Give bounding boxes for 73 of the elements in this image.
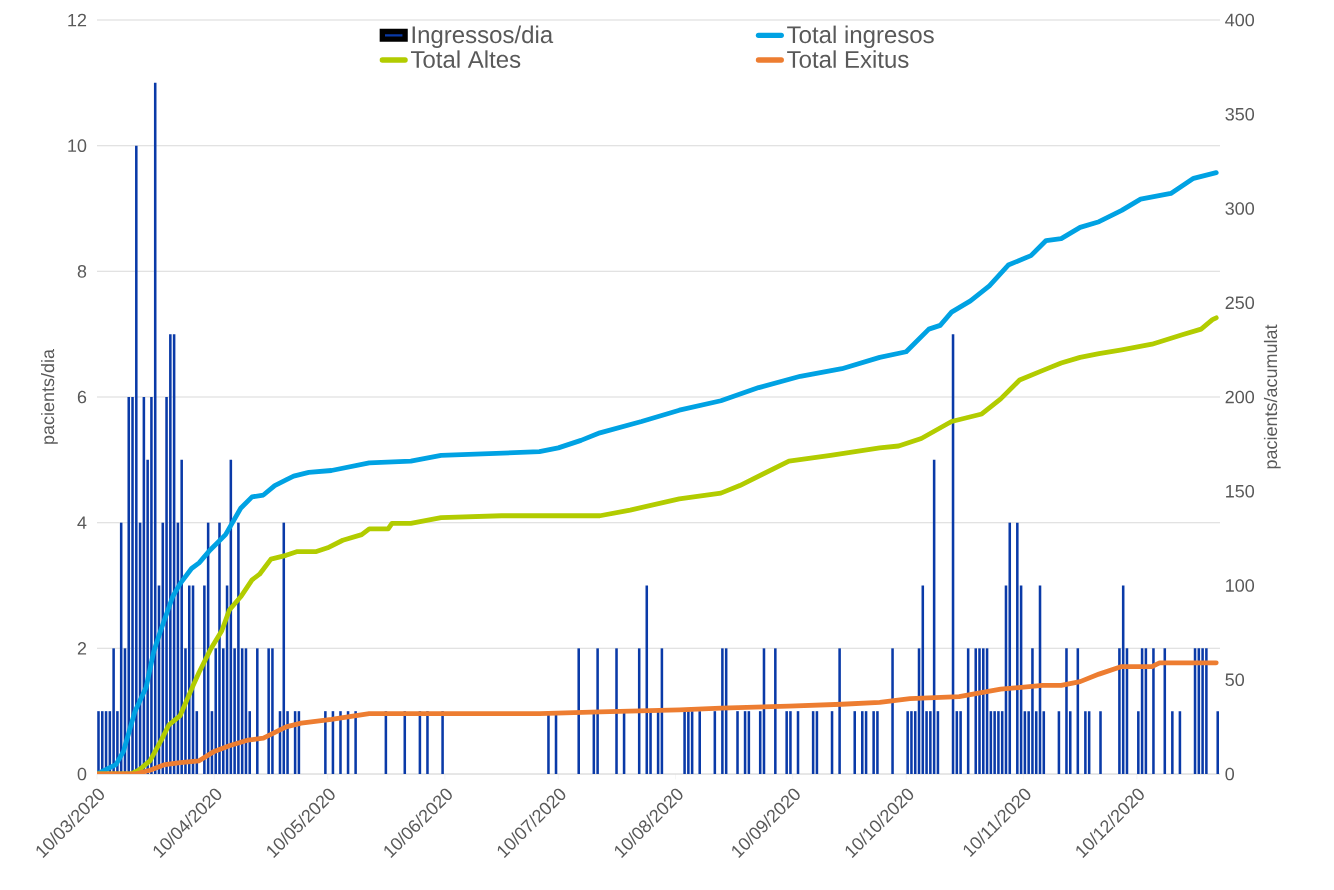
bar <box>237 522 240 774</box>
y-tick-label: 4 <box>77 516 87 529</box>
bar <box>97 711 100 774</box>
bar <box>354 711 357 774</box>
bar <box>169 334 172 774</box>
y2-tick-label: 150 <box>1226 484 1255 498</box>
y2-tick-label: 0 <box>1225 767 1235 781</box>
y-axis-title: pacients/dia <box>41 348 58 444</box>
bar <box>1008 522 1012 774</box>
bar <box>997 711 1000 774</box>
bar <box>789 711 792 774</box>
bar <box>872 711 875 774</box>
y-tick-label: 0 <box>77 767 87 781</box>
bar <box>838 648 841 774</box>
bar <box>615 648 618 774</box>
bar <box>267 648 270 774</box>
bar <box>324 711 327 774</box>
bar <box>187 585 191 774</box>
bar <box>271 648 274 774</box>
y2-tick-label: 200 <box>1225 390 1255 404</box>
bar <box>1099 711 1102 774</box>
bar <box>339 711 342 774</box>
y-tick-label: 8 <box>77 264 87 278</box>
bar <box>1216 711 1219 774</box>
bar <box>1201 648 1204 774</box>
bar <box>1084 711 1087 774</box>
y2-tick-label: 350 <box>1225 107 1255 121</box>
bar <box>891 648 894 774</box>
y2-axis-title: pacients/acumulat <box>1263 324 1281 469</box>
bar <box>577 648 580 774</box>
y2-tick-label: 250 <box>1225 296 1255 310</box>
y-tick-label: 6 <box>77 390 87 404</box>
bar <box>1152 648 1155 774</box>
bar <box>596 648 599 774</box>
y2-tick-label: 400 <box>1225 13 1255 27</box>
bar <box>687 711 690 774</box>
bar <box>853 711 857 774</box>
bar <box>218 522 221 774</box>
y-tick-label: 12 <box>68 13 87 27</box>
bar <box>978 648 981 774</box>
bar <box>721 648 724 774</box>
bar <box>993 711 996 774</box>
bar <box>910 711 913 774</box>
bar <box>861 711 864 774</box>
bar <box>645 585 649 774</box>
bar <box>698 711 701 774</box>
bar <box>256 648 259 774</box>
bar <box>112 648 115 774</box>
y2-tick-label: 300 <box>1225 202 1255 215</box>
bar <box>974 648 977 774</box>
bar <box>959 711 962 774</box>
y2-tick-label: 100 <box>1226 579 1255 592</box>
bar <box>982 648 985 774</box>
y-tick-label: 10 <box>68 139 87 153</box>
legend-label: Total ingresos <box>787 25 934 48</box>
y2-tick-label: 50 <box>1225 673 1245 687</box>
bar <box>876 711 879 774</box>
bar <box>785 711 788 774</box>
bar <box>774 648 777 774</box>
legend-label: Total Altes <box>410 50 521 68</box>
bar <box>906 711 909 774</box>
bar <box>1171 711 1174 774</box>
bar <box>683 711 686 774</box>
bar <box>1031 648 1034 774</box>
legend-label: Ingressos/dia <box>412 25 554 48</box>
bar <box>1065 648 1068 774</box>
y-tick-label: 2 <box>77 642 87 655</box>
bar <box>127 397 131 774</box>
bar <box>736 711 739 774</box>
legend-label: Total Exitus <box>787 50 909 68</box>
bar <box>1016 522 1019 774</box>
bar <box>1205 648 1208 774</box>
bar <box>180 459 183 774</box>
